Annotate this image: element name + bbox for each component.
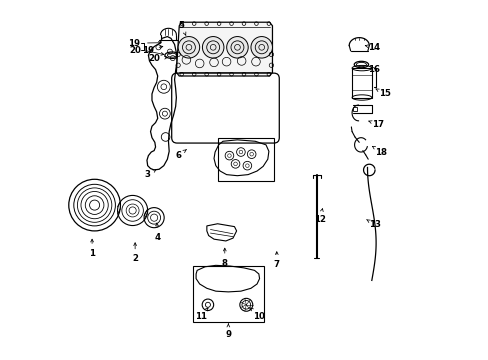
Text: 19: 19 [127, 39, 140, 48]
Circle shape [202, 37, 224, 58]
Circle shape [226, 37, 248, 58]
Text: 7: 7 [273, 252, 279, 269]
Text: 13: 13 [366, 220, 381, 229]
Polygon shape [176, 22, 272, 76]
Text: 10: 10 [250, 308, 264, 321]
Text: 19: 19 [142, 46, 163, 55]
Text: 2: 2 [132, 243, 138, 264]
Text: 18: 18 [372, 146, 386, 157]
Circle shape [178, 37, 199, 58]
Text: 11: 11 [194, 308, 208, 321]
Text: 14: 14 [365, 43, 380, 52]
Text: 12: 12 [313, 209, 325, 224]
Text: 9: 9 [225, 324, 231, 339]
Text: 5: 5 [179, 21, 185, 36]
Text: 20: 20 [148, 54, 167, 63]
Bar [352, 107, 356, 111]
Text: 3: 3 [144, 170, 156, 179]
Text: 4: 4 [154, 223, 161, 242]
Text: 6: 6 [175, 150, 186, 160]
Text: 1: 1 [89, 239, 95, 258]
Text: 17: 17 [368, 120, 383, 129]
Text: 15: 15 [375, 89, 390, 98]
Circle shape [250, 37, 272, 58]
Bar [351, 68, 371, 98]
Text: 8: 8 [222, 248, 227, 268]
Text: 16: 16 [367, 65, 380, 74]
Bar [192, 266, 264, 321]
Text: 20: 20 [129, 46, 141, 55]
